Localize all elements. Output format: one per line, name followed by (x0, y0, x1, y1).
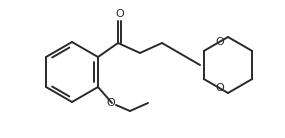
Text: O: O (115, 9, 124, 19)
Text: O: O (107, 98, 115, 108)
Text: O: O (215, 83, 224, 93)
Text: O: O (215, 37, 224, 47)
